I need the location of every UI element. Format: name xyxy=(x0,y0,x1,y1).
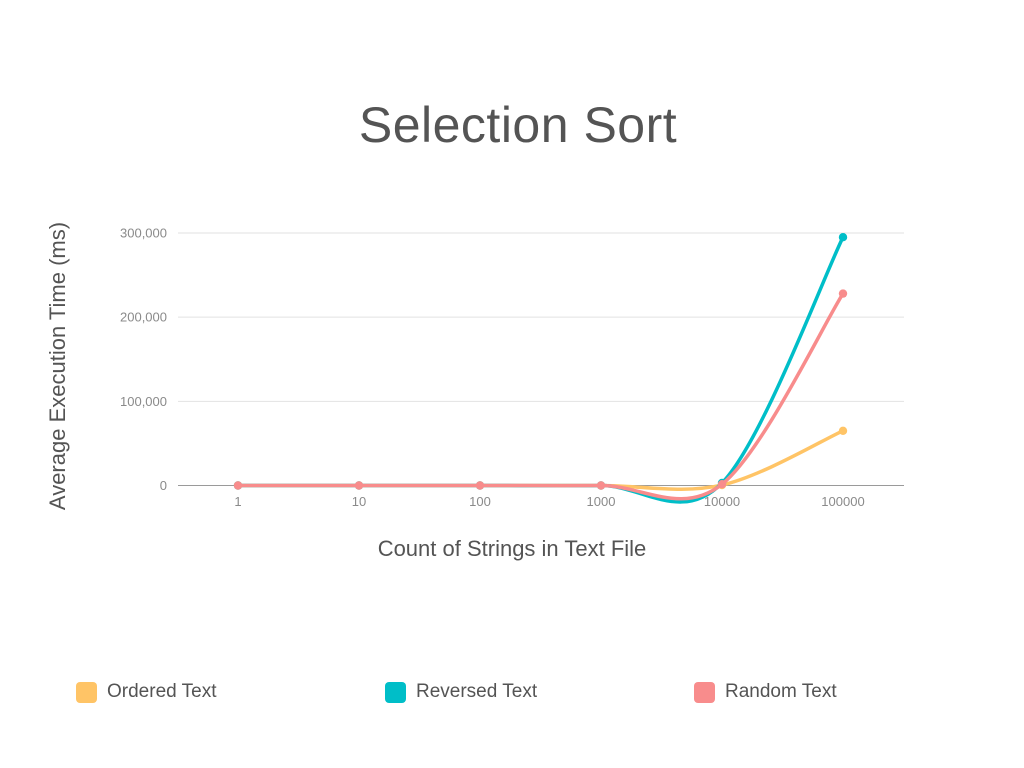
chart-title: Selection Sort xyxy=(358,97,678,153)
x-tick-label: 1000 xyxy=(587,494,616,509)
legend-item-reversed: Reversed Text xyxy=(385,678,537,706)
x-axis-label: Count of Strings in Text File xyxy=(377,536,647,561)
x-tick-label: 1 xyxy=(234,494,241,509)
chart-plot: 0 100,000 200,000 300,000 1 10 100 1000 10000 100… xyxy=(120,226,904,509)
legend-label-reversed: Reversed Text xyxy=(416,681,538,702)
data-point-random-text xyxy=(475,481,485,490)
data-point-random-text xyxy=(717,480,727,489)
series-line-random-text xyxy=(236,291,845,501)
y-tick-label: 300,000 xyxy=(120,226,167,241)
legend-label-random: Random Text xyxy=(725,681,837,702)
data-point-random-text xyxy=(233,481,243,490)
legend-swatch-random xyxy=(694,681,715,703)
legend-swatch-ordered xyxy=(76,681,97,703)
chart-legend: Ordered Text Reversed Text Random Text xyxy=(0,678,1024,706)
legend-item-random: Random Text xyxy=(694,678,837,706)
legend-label-ordered: Ordered Text xyxy=(107,681,217,702)
x-tick-label: 10 xyxy=(352,494,366,509)
data-point-reversed-text xyxy=(838,233,848,242)
legend-swatch-reversed xyxy=(385,681,406,703)
x-tick-label: 10000 xyxy=(704,494,740,509)
series-line-reversed-text xyxy=(236,235,845,504)
data-point-random-text xyxy=(596,481,606,490)
data-point-random-text xyxy=(838,289,848,298)
x-tick-label: 100 xyxy=(469,494,491,509)
y-tick-label: 0 xyxy=(160,478,167,493)
y-tick-label: 100,000 xyxy=(120,394,167,409)
y-tick-label: 200,000 xyxy=(120,310,167,325)
x-tick-label: 100000 xyxy=(821,494,864,509)
data-point-random-text xyxy=(354,481,364,490)
legend-item-ordered: Ordered Text xyxy=(76,678,216,706)
data-point-ordered-text xyxy=(838,426,848,435)
